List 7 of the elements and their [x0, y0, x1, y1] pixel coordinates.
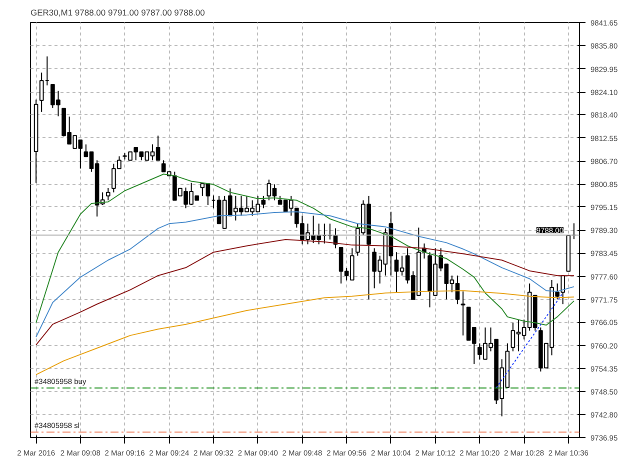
candlestick [106, 187, 110, 201]
line-series [36, 239, 574, 346]
chart-title: GER30,M1 9788.00 9791.00 9787.00 9788.00 [30, 8, 206, 18]
candlestick [460, 290, 466, 336]
candlestick [211, 195, 216, 209]
line-series [36, 290, 574, 376]
line-series [36, 174, 574, 326]
